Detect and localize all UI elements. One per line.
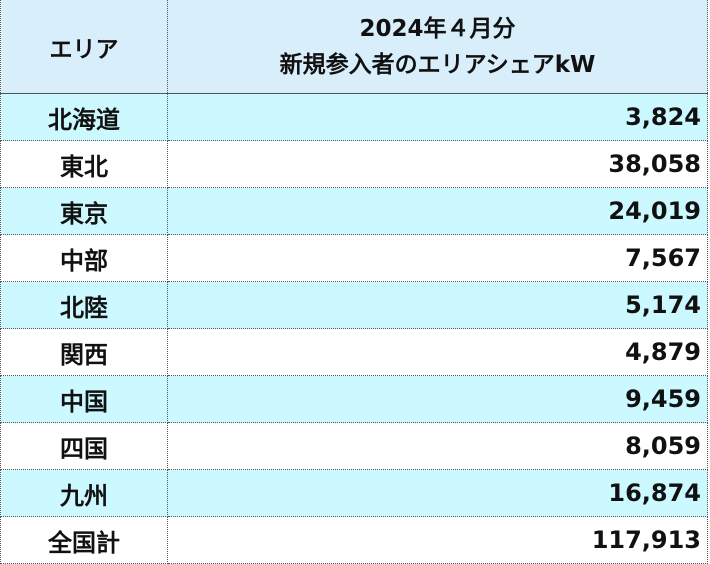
table-row: 北海道 3,824 [0,93,708,141]
value-cell[interactable]: 4,879 [167,328,708,376]
table-row: 北陸 5,174 [0,281,708,329]
table-row: 四国 8,059 [0,422,708,470]
header-value-line2: 新規参入者のエリアシェアkW [279,51,596,78]
table-row: 関西 4,879 [0,328,708,376]
value-cell[interactable]: 3,824 [167,93,708,141]
header-value-line1: 2024年４月分 [359,15,516,42]
table-row: 九州 16,874 [0,469,708,517]
area-cell[interactable]: 北海道 [0,93,168,141]
value-cell[interactable]: 38,058 [167,140,708,188]
area-cell[interactable]: 東北 [0,140,168,188]
header-row: エリア 2024年４月分 新規参入者のエリアシェアkW [0,0,708,94]
value-cell[interactable]: 9,459 [167,375,708,423]
area-cell[interactable]: 関西 [0,328,168,376]
table-row: 東京 24,019 [0,187,708,235]
value-cell[interactable]: 7,567 [167,234,708,282]
area-cell[interactable]: 四国 [0,422,168,470]
value-cell[interactable]: 16,874 [167,469,708,517]
total-value-cell[interactable]: 117,913 [167,516,708,564]
value-cell[interactable]: 8,059 [167,422,708,470]
value-cell[interactable]: 5,174 [167,281,708,329]
area-cell[interactable]: 東京 [0,187,168,235]
area-cell[interactable]: 中国 [0,375,168,423]
header-area-cell[interactable]: エリア [0,0,168,94]
area-cell[interactable]: 九州 [0,469,168,517]
table-row: 中国 9,459 [0,375,708,423]
value-cell[interactable]: 24,019 [167,187,708,235]
area-cell[interactable]: 北陸 [0,281,168,329]
total-row: 全国計 117,913 [0,516,708,564]
total-area-cell[interactable]: 全国計 [0,516,168,564]
table-row: 東北 38,058 [0,140,708,188]
area-cell[interactable]: 中部 [0,234,168,282]
table-row: 中部 7,567 [0,234,708,282]
header-value-cell[interactable]: 2024年４月分 新規参入者のエリアシェアkW [167,0,708,94]
